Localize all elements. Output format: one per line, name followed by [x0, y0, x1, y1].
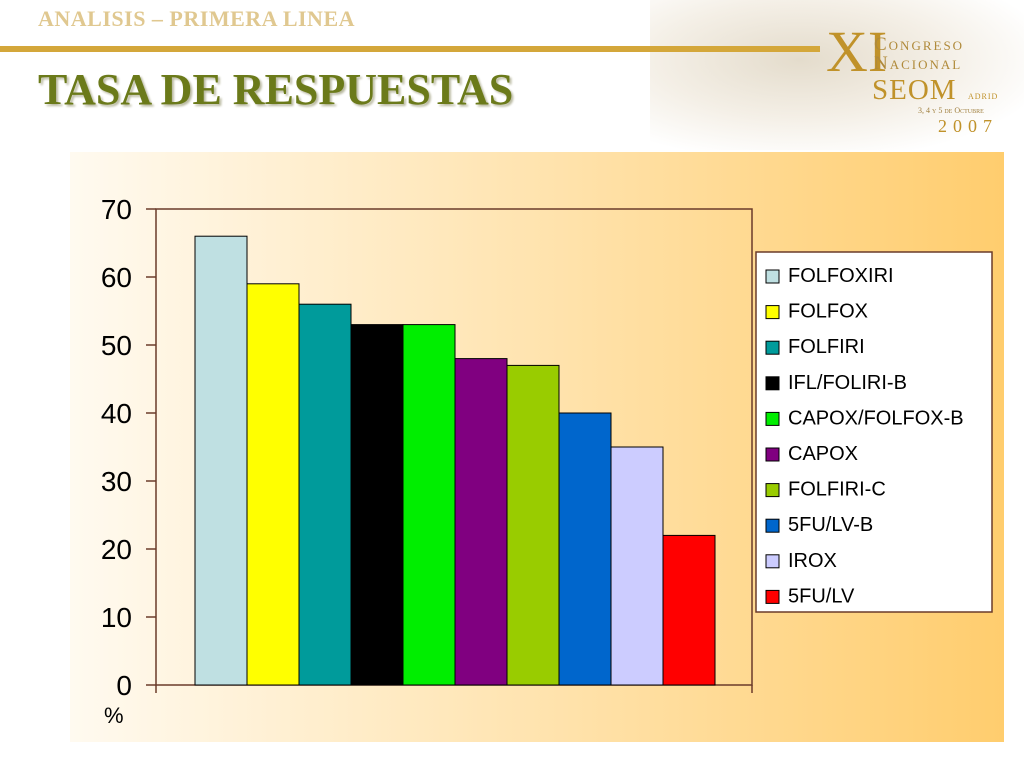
bar-capox-folfox-b: [402, 324, 456, 686]
bars: [194, 235, 716, 686]
section-subtitle: ANALISIS – PRIMERA LINEA: [38, 6, 356, 31]
response-rate-chart: 0 10 20 30 40 50 60 70 % FOLFOXIRI FOLFOX FOLFIRI…: [70, 152, 1004, 742]
y-tick-label: 20: [101, 534, 132, 565]
legend-swatch: [765, 411, 780, 426]
legend-swatch: [765, 447, 780, 462]
logo-year: 2007: [938, 116, 998, 136]
logo-congreso: Congreso: [874, 34, 965, 55]
y-tick-label: 40: [101, 398, 132, 429]
bar-capox: [454, 358, 508, 686]
legend-swatch: [765, 269, 780, 284]
legend-box: [755, 251, 993, 613]
legend-label: CAPOX/FOLFOX-B: [788, 407, 964, 429]
legend-swatch: [765, 554, 780, 569]
legend-swatch: [765, 518, 780, 533]
title-rule: [0, 46, 820, 52]
logo-nacional: Nacional: [874, 53, 963, 74]
legend-swatch: [765, 376, 780, 391]
y-tick-label: 70: [101, 194, 132, 225]
legend-swatch: [765, 305, 780, 320]
y-tick-label: 60: [101, 262, 132, 293]
bar-folfoxiri: [194, 235, 248, 686]
legend-label: 5FU/LV-B: [788, 514, 873, 536]
legend-label: FOLFOXIRI: [788, 265, 894, 287]
legend-swatch: [765, 483, 780, 498]
y-tick-label: 0: [116, 670, 132, 701]
legend-swatch: [765, 589, 780, 604]
logo-roman-numeral: XI: [826, 19, 888, 84]
logo-seom: SEOM: [872, 74, 957, 106]
bar-5fu-lv-b: [558, 412, 612, 686]
bar-folfiri-c: [506, 364, 560, 686]
logo-dates: 3, 4 y 5 de Octubre: [918, 106, 984, 115]
legend-label: FOLFOX: [788, 301, 868, 323]
logo-background: [650, 0, 1024, 150]
bar-irox: [610, 446, 664, 686]
y-axis-label: %: [104, 703, 124, 728]
bar-folfiri: [298, 303, 352, 686]
logo-city: adrid: [968, 88, 999, 102]
y-tick-label: 10: [101, 602, 132, 633]
legend-swatch: [765, 340, 780, 355]
y-tick-label: 30: [101, 466, 132, 497]
legend-label: CAPOX: [788, 443, 858, 465]
y-axis: 0 10 20 30 40 50 60 70: [101, 194, 753, 701]
bar-ifl-foliri-b: [350, 324, 404, 686]
bar-5fu-lv: [662, 534, 716, 686]
y-tick-label: 50: [101, 330, 132, 361]
legend-label: IROX: [788, 550, 837, 572]
legend-label: FOLFIRI-C: [788, 479, 886, 501]
legend-label: IFL/FOLIRI-B: [788, 372, 907, 394]
page-title: TASA DE RESPUESTAS: [38, 65, 514, 114]
bar-folfox: [246, 283, 300, 686]
legend-label: FOLFIRI: [788, 336, 865, 358]
legend: FOLFOXIRI FOLFOX FOLFIRI IFL/FOLIRI-B CAPOX/…: [755, 251, 993, 613]
legend-label: 5FU/LV: [788, 585, 855, 607]
